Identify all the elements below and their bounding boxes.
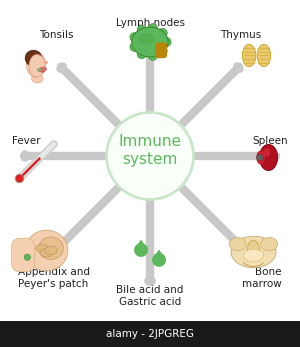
Ellipse shape <box>247 240 260 259</box>
Circle shape <box>148 51 158 60</box>
Text: Fever: Fever <box>12 136 40 146</box>
Ellipse shape <box>40 248 53 257</box>
Ellipse shape <box>25 230 68 271</box>
Ellipse shape <box>231 236 276 268</box>
Circle shape <box>134 243 148 257</box>
Ellipse shape <box>138 33 155 44</box>
Ellipse shape <box>243 249 264 262</box>
Ellipse shape <box>242 44 256 67</box>
Ellipse shape <box>257 44 271 67</box>
Text: alamy - 2JPGREG: alamy - 2JPGREG <box>106 329 194 339</box>
Ellipse shape <box>32 74 43 83</box>
Ellipse shape <box>29 54 45 77</box>
Text: Bile acid and
Gastric acid: Bile acid and Gastric acid <box>116 285 184 307</box>
Circle shape <box>137 25 146 34</box>
Ellipse shape <box>256 151 265 164</box>
Ellipse shape <box>39 237 63 260</box>
Text: Appendix and
Peyer's patch: Appendix and Peyer's patch <box>18 267 90 289</box>
Text: Tonsils: Tonsils <box>39 30 74 40</box>
Polygon shape <box>153 251 165 260</box>
Ellipse shape <box>25 50 42 66</box>
Circle shape <box>158 46 167 56</box>
FancyBboxPatch shape <box>155 42 167 58</box>
Circle shape <box>148 24 158 33</box>
Text: Bone
marrow: Bone marrow <box>242 267 282 289</box>
Text: Thymus: Thymus <box>220 30 261 40</box>
Circle shape <box>15 174 24 183</box>
Ellipse shape <box>263 148 270 156</box>
Ellipse shape <box>40 70 45 73</box>
Ellipse shape <box>36 244 48 253</box>
Ellipse shape <box>229 237 246 251</box>
Circle shape <box>257 154 263 161</box>
FancyBboxPatch shape <box>12 238 34 272</box>
Text: Spleen: Spleen <box>252 136 288 146</box>
Ellipse shape <box>44 61 48 64</box>
Ellipse shape <box>132 27 168 57</box>
Ellipse shape <box>260 144 278 170</box>
Circle shape <box>24 254 31 260</box>
Ellipse shape <box>45 246 57 255</box>
Circle shape <box>158 28 167 37</box>
Circle shape <box>152 253 166 267</box>
Circle shape <box>130 42 139 51</box>
Text: Lymph nodes: Lymph nodes <box>116 18 184 28</box>
Circle shape <box>137 50 146 59</box>
Circle shape <box>106 112 194 200</box>
Ellipse shape <box>40 67 47 71</box>
Ellipse shape <box>26 52 46 77</box>
Circle shape <box>130 33 139 42</box>
Polygon shape <box>135 240 147 250</box>
Ellipse shape <box>37 68 42 72</box>
Text: Immune
system: Immune system <box>118 134 182 167</box>
Circle shape <box>162 37 171 46</box>
Ellipse shape <box>261 237 278 251</box>
